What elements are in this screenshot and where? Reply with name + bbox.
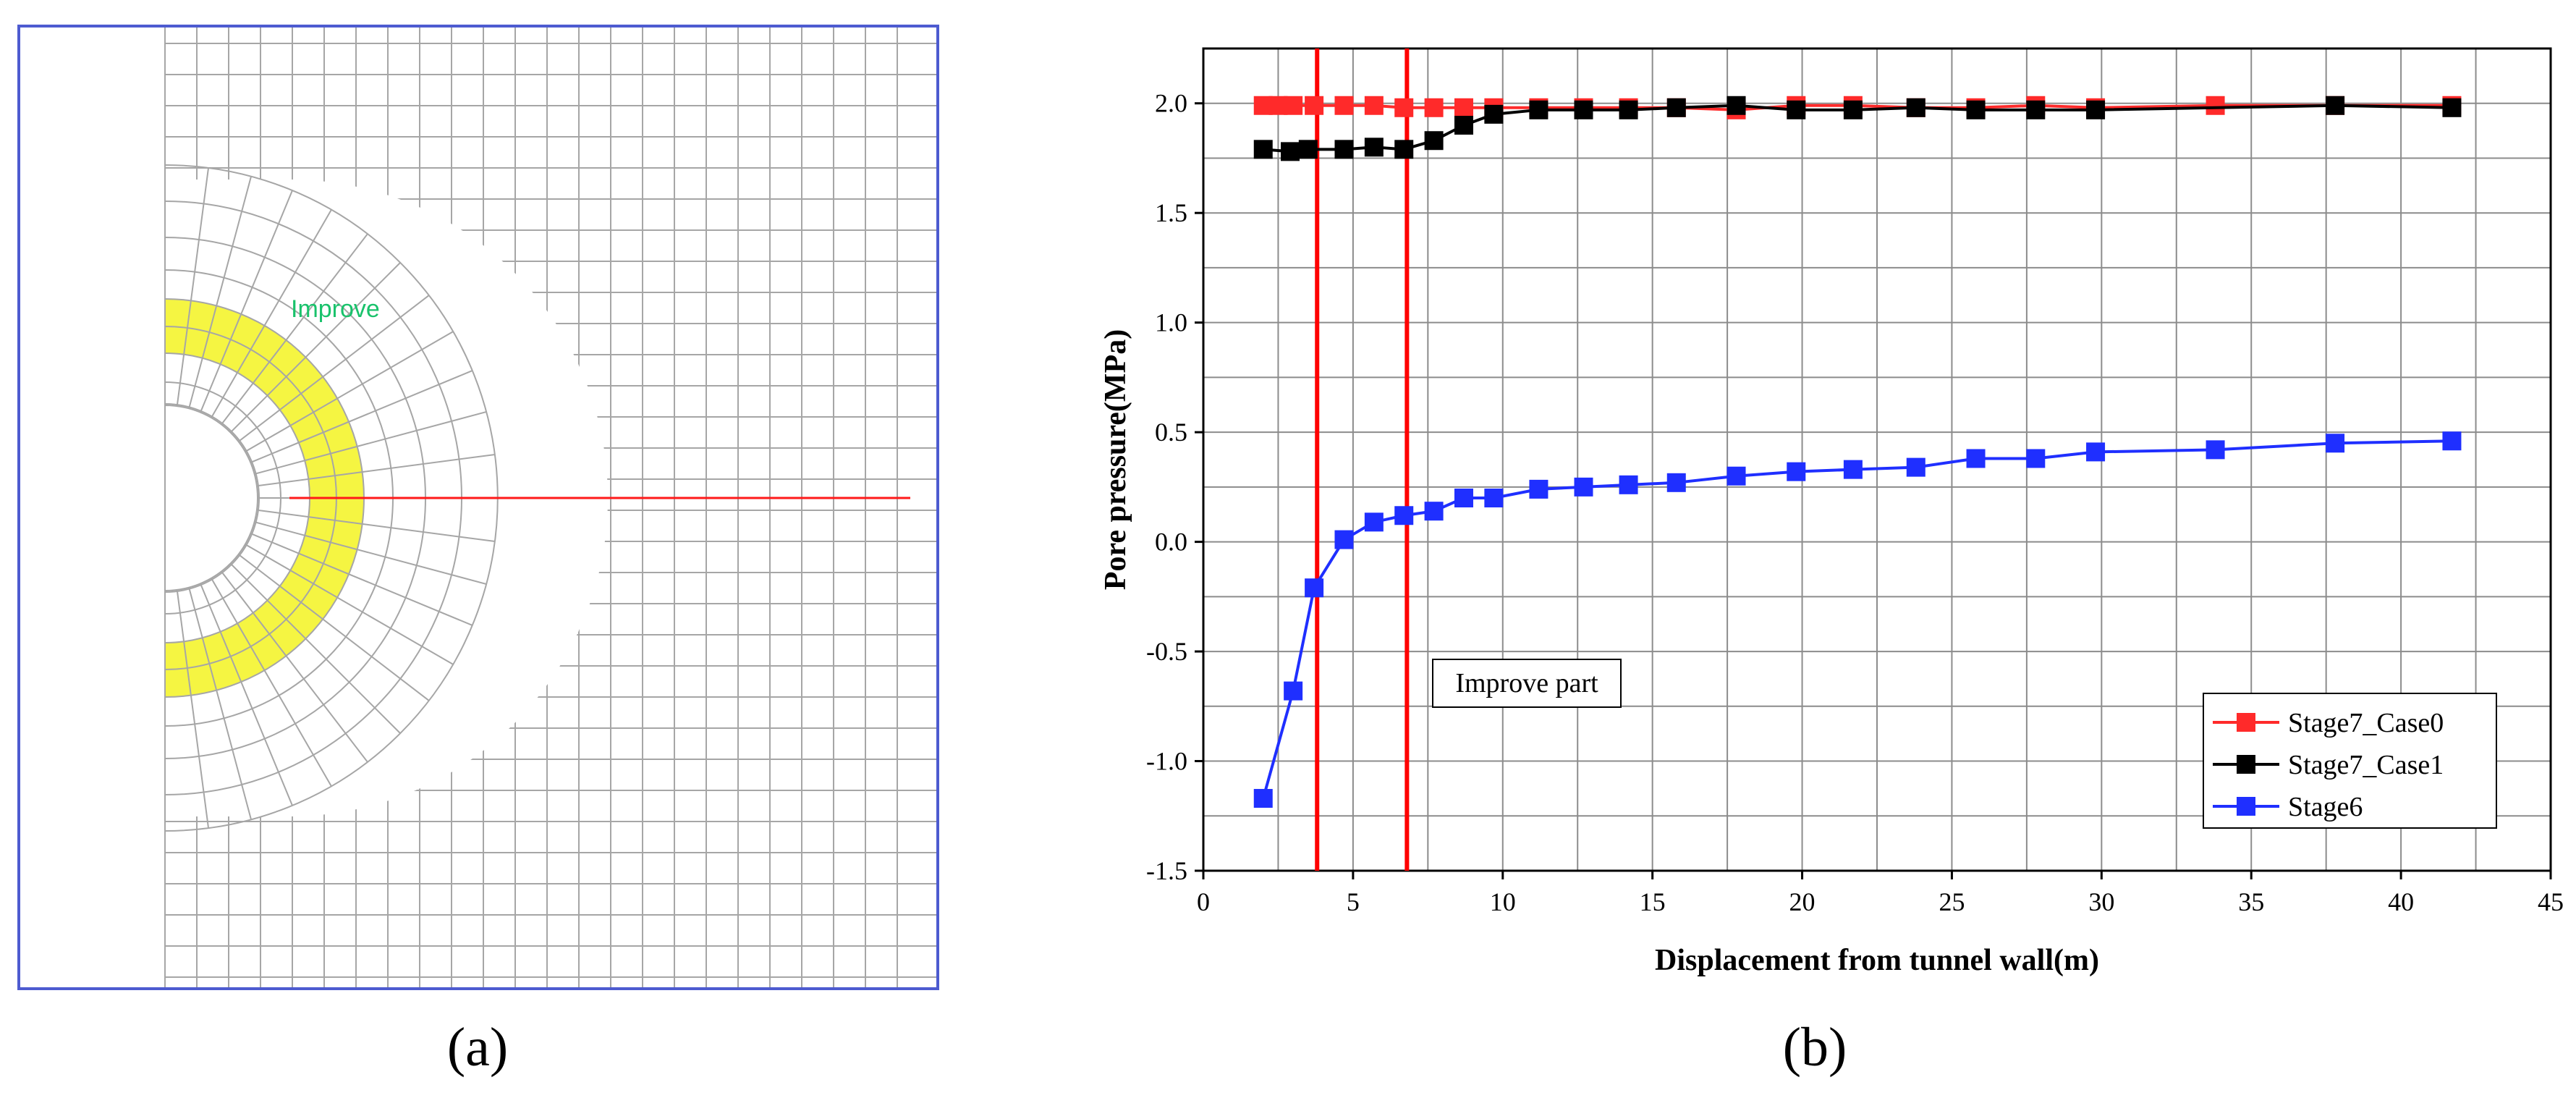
y-axis-label: Pore pressure(MPa) [1099, 329, 1132, 590]
data-point [1394, 140, 1414, 159]
legend-marker [2237, 755, 2255, 774]
x-tick-label: 45 [2538, 887, 2564, 916]
x-tick-label: 15 [1640, 887, 1666, 916]
data-point [2326, 434, 2345, 453]
data-point [1966, 100, 1986, 119]
x-axis-label: Displacement from tunnel wall(m) [1655, 944, 2099, 977]
data-point [1424, 131, 1444, 151]
caption-a: (a) [447, 1017, 508, 1078]
data-point [1364, 138, 1384, 157]
plot-frame [1202, 47, 2552, 872]
data-point [1529, 100, 1548, 119]
series-stage6 [1253, 431, 2462, 808]
data-point [1253, 789, 1273, 808]
x-axis: 0 5 10 15 20 25 30 35 40 45 [1197, 871, 2564, 916]
data-point [1843, 460, 1863, 479]
annotation-box [1432, 659, 1622, 708]
series-stage7-case1 [1253, 96, 2462, 161]
x-tick-label: 40 [2388, 887, 2414, 916]
legend: Stage7_Case0 Stage7_Case1 Stage6 [2203, 693, 2497, 829]
x-tick-label: 30 [2088, 887, 2114, 916]
legend-label: Stage6 [2288, 792, 2363, 822]
y-tick-label: -1.0 [1146, 747, 1187, 776]
data-point [2442, 98, 2462, 117]
legend-marker [2237, 797, 2255, 816]
panel-a-frame [17, 25, 939, 990]
data-point [2326, 96, 2345, 115]
data-point [1906, 457, 1925, 477]
y-tick-label: 1.0 [1155, 308, 1187, 337]
data-point [1454, 116, 1473, 135]
caption-b: (b) [1783, 1017, 1847, 1078]
annotation-text: Improve part [1455, 668, 1598, 698]
data-point [1364, 512, 1384, 532]
data-point [1529, 479, 1548, 499]
data-point [2442, 431, 2462, 451]
data-point [1298, 140, 1318, 159]
legend-label: Stage7_Case0 [2288, 708, 2444, 738]
legend-marker [2237, 713, 2255, 732]
x-tick-label: 35 [2238, 887, 2264, 916]
data-point [1424, 98, 1444, 117]
y-axis: -1.5 -1.0 -0.5 0.0 0.5 1.0 1.5 2.0 [1146, 89, 1203, 885]
y-tick-label: 0.5 [1155, 418, 1187, 447]
data-point [1484, 489, 1504, 508]
data-point [1334, 96, 1354, 115]
data-point [1280, 142, 1300, 161]
data-point [1666, 98, 1686, 117]
data-point [1619, 475, 1638, 494]
improve-boundaries [1315, 48, 1410, 871]
improve-part-annotation: Improve part [1432, 659, 1622, 708]
data-point [1574, 477, 1593, 497]
data-point [1334, 140, 1354, 159]
data-point [1574, 100, 1593, 119]
data-point [1253, 140, 1273, 159]
data-point [1454, 489, 1473, 508]
data-point [1726, 466, 1746, 486]
data-point [2206, 96, 2225, 115]
data-point [1619, 100, 1638, 119]
data-point [1666, 473, 1686, 492]
data-point [1284, 96, 1303, 115]
x-tick-label: 5 [1347, 887, 1360, 916]
x-tick-label: 25 [1939, 887, 1965, 916]
data-point [1424, 502, 1444, 521]
data-point [1334, 530, 1354, 549]
series-group [1253, 96, 2462, 808]
data-point [2086, 442, 2106, 462]
data-point [1454, 98, 1473, 117]
data-point [1787, 100, 1806, 119]
panel-a-mesh: Improve [17, 25, 939, 990]
y-tick-label: -0.5 [1146, 637, 1187, 666]
improve-label: Improve [291, 295, 380, 323]
y-tick-label: 1.5 [1155, 198, 1187, 227]
x-tick-label: 0 [1197, 887, 1210, 916]
data-point [2026, 449, 2046, 468]
data-point [1364, 96, 1384, 115]
data-point [1394, 506, 1414, 525]
data-point [1484, 104, 1504, 124]
data-point [1305, 578, 1324, 598]
data-point [1906, 98, 1925, 117]
y-tick-label: 0.0 [1155, 528, 1187, 557]
legend-label: Stage7_Case1 [2288, 750, 2444, 780]
x-tick-label: 10 [1490, 887, 1516, 916]
series-line [1263, 104, 2452, 153]
y-tick-label: 2.0 [1155, 89, 1187, 118]
x-tick-label: 20 [1789, 887, 1816, 916]
chart: 0 5 10 15 20 25 30 35 40 45 -1.5 -1.0 -0.5 0.0 0.5 1.0… [1099, 47, 2564, 977]
data-point [1726, 96, 1746, 115]
data-point [1966, 449, 1986, 468]
data-point [2206, 440, 2225, 460]
y-tick-label: -1.5 [1146, 856, 1187, 885]
data-point [1305, 96, 1324, 115]
data-point [1284, 681, 1303, 701]
data-point [2026, 100, 2046, 119]
data-point [1394, 98, 1414, 117]
data-point [1787, 462, 1806, 481]
data-point [1843, 100, 1863, 119]
data-point [2086, 100, 2106, 119]
